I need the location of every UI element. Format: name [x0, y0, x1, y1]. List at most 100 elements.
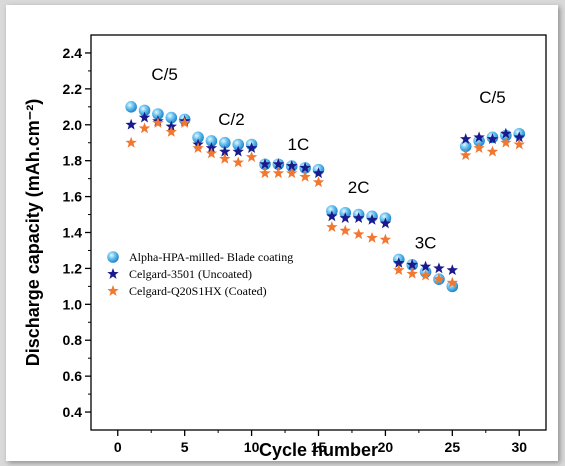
data-point [393, 264, 405, 276]
data-point [393, 257, 405, 268]
data-point [473, 131, 485, 143]
legend-label: Alpha-HPA-milled- Blade coating [129, 250, 293, 264]
rate-label: C/2 [218, 110, 244, 129]
data-point [460, 149, 472, 161]
data-point [219, 136, 231, 149]
data-point [500, 127, 512, 139]
data-point [259, 167, 271, 179]
data-point [379, 233, 392, 245]
data-point [366, 213, 378, 225]
x-tick-label: 5 [181, 439, 189, 455]
data-point [232, 138, 245, 151]
legend-entry: Celgard-3501 (Uncoated) [107, 267, 252, 281]
data-point [379, 217, 392, 229]
data-point [125, 101, 137, 113]
data-point [219, 145, 231, 157]
data-point [272, 167, 285, 179]
x-tick-label: 20 [378, 439, 394, 455]
rate-label: C/5 [151, 65, 177, 84]
y-axis-label: Discharge capacity (mAh.cm⁻²) [23, 99, 43, 367]
data-point [473, 142, 485, 153]
legend-entry: Celgard-Q20S1HX (Coated) [107, 284, 267, 298]
x-tick-label: 0 [114, 439, 122, 455]
series-3 [125, 116, 525, 288]
data-point [513, 131, 525, 143]
data-point [513, 138, 525, 150]
data-point [460, 133, 472, 144]
data-point [125, 118, 137, 130]
y-tick-label: 2.4 [63, 45, 83, 61]
data-point [272, 158, 285, 170]
data-point [433, 262, 445, 274]
capacity-chart: 0 5 10 15 20 25 30 0.4 0.6 0.8 1.0 1.2 1.4 1.6 1.8 2.0 2… [23, 34, 547, 460]
data-point [326, 210, 338, 222]
data-point [406, 258, 418, 270]
data-point [312, 167, 325, 179]
data-point [500, 136, 512, 148]
data-point [138, 122, 151, 134]
data-point [473, 135, 485, 147]
y-tick-label: 2.0 [63, 117, 83, 133]
data-point [138, 104, 151, 117]
data-point [232, 156, 244, 168]
rate-annotations: C/5 C/2 1C 2C 3C C/5 [151, 65, 505, 253]
y-tick-label: 0.4 [63, 404, 83, 420]
y-tick-label: 1.6 [63, 189, 83, 205]
x-tick-label: 25 [445, 439, 461, 455]
y-tick-label: 1.2 [63, 260, 83, 276]
data-point [299, 170, 311, 182]
data-point [486, 133, 499, 144]
data-point [178, 116, 191, 128]
data-point [232, 145, 244, 157]
rate-label: C/5 [479, 88, 505, 107]
data-point [446, 280, 459, 293]
data-point [245, 142, 258, 153]
data-point [419, 260, 432, 272]
data-point [152, 116, 164, 128]
legend-marker [107, 251, 119, 263]
data-point [433, 273, 445, 285]
data-point [165, 111, 178, 124]
data-point [419, 269, 432, 281]
data-point [286, 167, 298, 179]
axes [90, 34, 547, 431]
x-tick-label: 30 [511, 439, 527, 455]
rate-label: 3C [415, 234, 437, 253]
legend: Alpha-HPA-milled- Blade coating Celgard-3… [107, 250, 293, 298]
y-tick-label: 1.0 [63, 296, 83, 312]
legend-label: Celgard-3501 (Uncoated) [129, 267, 252, 281]
y-tick-label: 0.8 [63, 332, 83, 348]
chart-frame: 0 5 10 15 20 25 30 0.4 0.6 0.8 1.0 1.2 1.4 1.6 1.8 2.0 2… [6, 5, 558, 461]
data-point [406, 267, 418, 279]
data-point [152, 108, 164, 120]
data-point [165, 125, 177, 137]
legend-entry: Alpha-HPA-milled- Blade coating [107, 250, 293, 264]
data-point [326, 221, 338, 232]
data-point [259, 158, 271, 170]
x-tick-label: 10 [244, 439, 260, 455]
data-point [245, 151, 258, 162]
data-point [192, 142, 204, 153]
data-point [205, 135, 218, 147]
data-point [352, 228, 365, 240]
legend-marker [107, 285, 119, 296]
ticks: 0 5 10 15 20 25 30 0.4 0.6 0.8 1.0 1.2 1.4 1.6 1.8 2.0 2… [63, 45, 528, 455]
data-point [446, 276, 459, 288]
y-tick-label: 1.4 [63, 225, 83, 241]
y-tick-label: 1.8 [63, 153, 83, 169]
y-tick-label: 2.2 [63, 81, 83, 97]
rate-label: 1C [288, 135, 310, 154]
data-points [125, 101, 526, 293]
x-tick-label: 15 [311, 439, 327, 455]
data-point [339, 224, 351, 236]
data-point [205, 147, 218, 159]
plot-border [90, 34, 547, 431]
legend-marker [107, 268, 119, 279]
data-point [192, 131, 204, 144]
data-point [286, 160, 298, 171]
data-point [125, 136, 137, 148]
data-point [339, 212, 351, 223]
data-point [299, 161, 311, 173]
data-point [352, 212, 365, 223]
data-point [486, 145, 499, 157]
